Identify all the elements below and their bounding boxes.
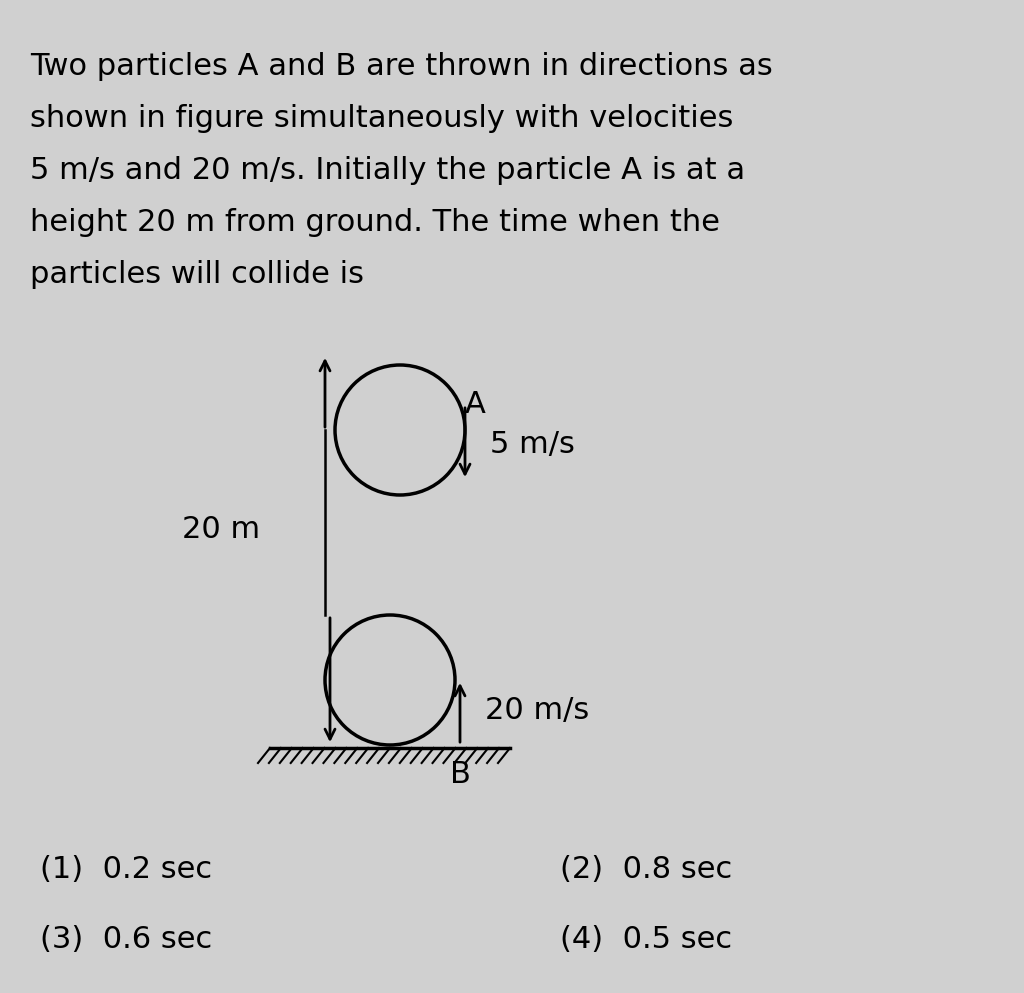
Text: A: A: [465, 390, 485, 419]
Text: particles will collide is: particles will collide is: [30, 260, 364, 289]
Text: (3)  0.6 sec: (3) 0.6 sec: [40, 925, 212, 954]
Text: 5 m/s: 5 m/s: [490, 431, 574, 460]
Text: 5 m/s and 20 m/s. Initially the particle A is at a: 5 m/s and 20 m/s. Initially the particle…: [30, 156, 745, 185]
Text: Two particles A and B are thrown in directions as: Two particles A and B are thrown in dire…: [30, 52, 773, 81]
Text: (2)  0.8 sec: (2) 0.8 sec: [560, 856, 732, 885]
Text: 20 m: 20 m: [182, 515, 260, 544]
Text: shown in figure simultaneously with velocities: shown in figure simultaneously with velo…: [30, 104, 733, 133]
Text: (4)  0.5 sec: (4) 0.5 sec: [560, 925, 732, 954]
Text: (1)  0.2 sec: (1) 0.2 sec: [40, 856, 212, 885]
Text: 20 m/s: 20 m/s: [485, 695, 589, 725]
Text: B: B: [450, 760, 470, 789]
Text: height 20 m from ground. The time when the: height 20 m from ground. The time when t…: [30, 208, 720, 237]
